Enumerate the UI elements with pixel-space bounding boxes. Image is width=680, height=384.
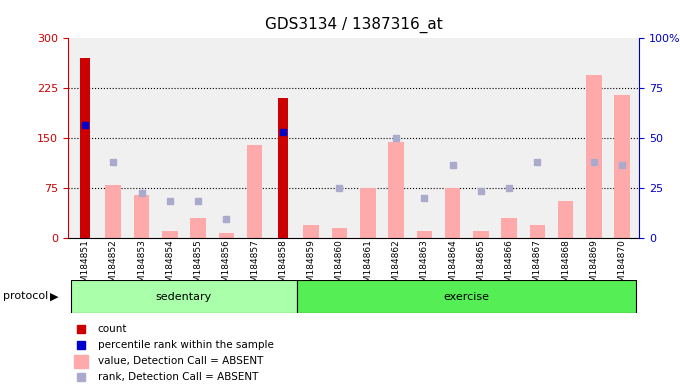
Bar <box>218 233 234 238</box>
Bar <box>190 218 206 238</box>
Bar <box>615 95 630 238</box>
Bar <box>278 98 288 238</box>
Text: rank, Detection Call = ABSENT: rank, Detection Call = ABSENT <box>98 372 258 382</box>
Text: ▶: ▶ <box>50 291 58 301</box>
Bar <box>530 225 545 238</box>
Bar <box>445 188 460 238</box>
Bar <box>558 202 573 238</box>
Bar <box>417 232 432 238</box>
Bar <box>162 232 177 238</box>
Bar <box>297 280 636 313</box>
Bar <box>134 195 150 238</box>
Bar <box>247 145 262 238</box>
Text: value, Detection Call = ABSENT: value, Detection Call = ABSENT <box>98 356 263 366</box>
Bar <box>80 58 90 238</box>
Bar <box>105 185 121 238</box>
Bar <box>501 218 517 238</box>
Text: sedentary: sedentary <box>156 291 212 302</box>
Text: protocol: protocol <box>3 291 49 301</box>
Bar <box>473 232 489 238</box>
Bar <box>332 228 347 238</box>
Bar <box>360 188 375 238</box>
Text: GDS3134 / 1387316_at: GDS3134 / 1387316_at <box>265 17 443 33</box>
Bar <box>71 280 297 313</box>
Bar <box>586 75 602 238</box>
Text: count: count <box>98 323 127 334</box>
Bar <box>303 225 319 238</box>
Text: percentile rank within the sample: percentile rank within the sample <box>98 340 273 350</box>
Bar <box>388 142 404 238</box>
Text: exercise: exercise <box>444 291 490 302</box>
Bar <box>73 355 88 368</box>
